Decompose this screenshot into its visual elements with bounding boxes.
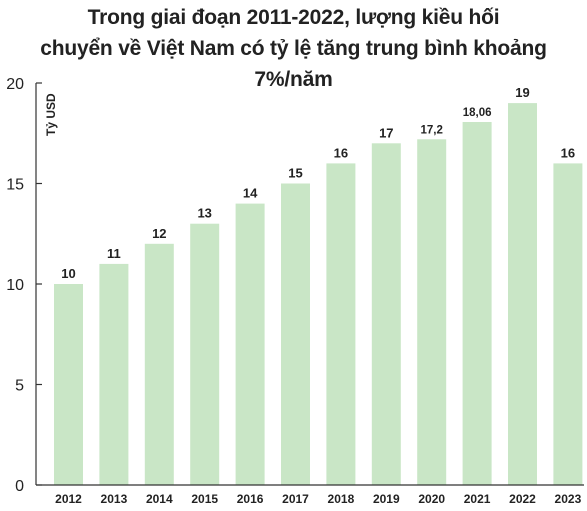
x-tick-label-2021: 2021: [464, 492, 491, 506]
y-tick-label: 10: [6, 277, 24, 294]
x-tick-label-2022: 2022: [509, 492, 536, 506]
data-label-2021: 18,06: [463, 107, 492, 119]
bar-2017: [281, 183, 310, 485]
y-tick-label: 0: [15, 478, 24, 495]
data-label-2023: 16: [561, 145, 575, 160]
chart-title-line-2: chuyển về Việt Nam có tỷ lệ tăng trung b…: [40, 37, 547, 91]
data-label-2018: 16: [334, 145, 348, 160]
x-tick-label-2020: 2020: [418, 492, 445, 506]
y-tick-label: 5: [15, 378, 24, 395]
bar-2018: [326, 163, 356, 485]
data-label-2017: 15: [288, 166, 302, 181]
y-ticks-layer: 0 5 10 15 20: [6, 76, 42, 495]
bar-2014: [144, 243, 174, 485]
x-ticks-layer: 2012 2013 2014 2015 2016 2017 2018 2019 2020 2021…: [55, 492, 581, 506]
bar-2020: [417, 139, 447, 485]
data-label-2019: 17: [379, 125, 393, 140]
data-label-2015: 13: [197, 206, 211, 221]
x-tick-label-2023: 2023: [555, 492, 582, 506]
x-tick-label-2019: 2019: [373, 492, 400, 506]
x-tick-label-2013: 2013: [101, 492, 128, 506]
x-tick-label-2015: 2015: [191, 492, 218, 506]
y-axis-label: Tỷ USD: [44, 93, 58, 136]
data-label-2012: 10: [61, 266, 75, 281]
bar-2016: [235, 203, 265, 485]
chart-title: Trong giai đoạn 2011-2022, lượng kiều hố…: [0, 2, 587, 95]
data-label-2016: 14: [243, 186, 258, 201]
x-tick-label-2017: 2017: [282, 492, 309, 506]
x-tick-label-2016: 2016: [237, 492, 264, 506]
y-tick-label: 20: [6, 76, 24, 93]
data-label-2013: 11: [107, 246, 121, 261]
x-tick-label-2012: 2012: [55, 492, 82, 506]
bar-2022: [508, 103, 537, 485]
data-labels-layer: 10 11 12 13 14 15 16 17 17,2 18,06 19 16: [61, 85, 575, 281]
bar-2021: [462, 121, 492, 485]
data-label-2014: 12: [152, 226, 166, 241]
bars-layer: [54, 103, 583, 486]
y-tick-label: 15: [6, 177, 24, 194]
bar-2013: [99, 263, 129, 485]
bar-2015: [190, 223, 220, 485]
chart-title-line-1: Trong giai đoạn 2011-2022, lượng kiều hố…: [87, 6, 500, 29]
x-tick-label-2018: 2018: [328, 492, 355, 506]
data-label-2020: 17,2: [421, 124, 443, 136]
data-label-2022: 19: [515, 85, 529, 100]
bar-2012: [54, 284, 83, 485]
bar-2019: [371, 143, 401, 486]
x-tick-label-2014: 2014: [146, 492, 173, 506]
bar-2023: [553, 163, 583, 485]
